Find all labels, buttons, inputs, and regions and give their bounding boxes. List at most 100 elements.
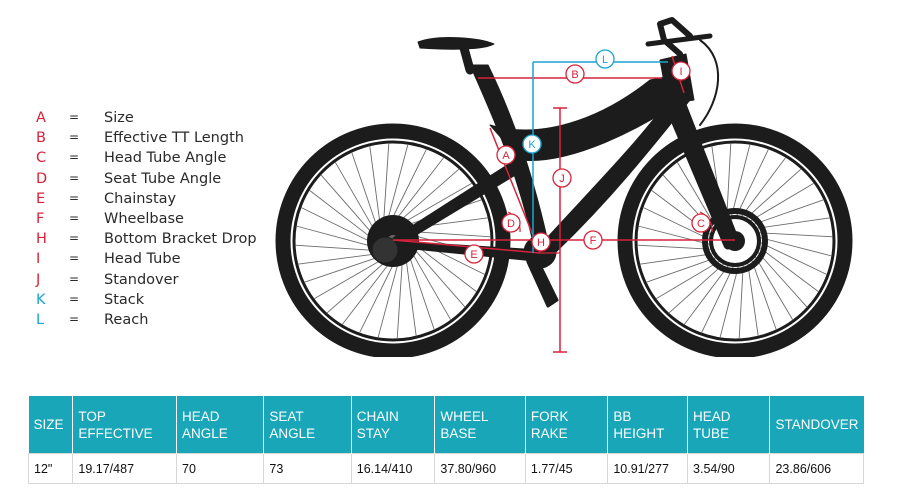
cell-size: 12" [27, 453, 74, 484]
legend-equals: = [69, 311, 80, 326]
spoke [326, 262, 385, 314]
geometry-legend: A = Size B = Effective TT Length C = Head Tube… [36, 108, 296, 330]
cell-head-tube: 3.54/90 [687, 453, 771, 484]
cell-chain-stay: 16.14/410 [350, 453, 436, 484]
legend-equals: = [69, 130, 80, 145]
legend-name: Wheelbase [104, 210, 184, 227]
legend-letter: K [36, 291, 46, 308]
legend-equals: = [69, 251, 80, 266]
spoke [358, 264, 394, 334]
spoke [415, 231, 491, 238]
spoke [743, 168, 802, 222]
spoke [406, 182, 473, 222]
spoke [645, 256, 720, 283]
legend-name: Stack [104, 291, 145, 308]
callout-i-text: I [679, 66, 682, 78]
spoke [734, 148, 770, 220]
legend-equals: = [69, 271, 80, 286]
spoke [719, 262, 740, 338]
callout-d-text: D [507, 218, 515, 230]
spoke [755, 232, 833, 238]
legend-letter: H [36, 231, 47, 248]
callout-k: K [522, 134, 542, 154]
cell-top-effective: 19.17/487 [72, 453, 178, 484]
spoke [351, 151, 377, 225]
legend-row: L = Reach [36, 310, 296, 330]
legend-name: Head Tube Angle [104, 150, 227, 167]
spoke [752, 252, 794, 321]
legend-name: Standover [104, 271, 179, 288]
bike-frame [371, 17, 768, 308]
legend-row: H = Bottom Bracket Drop [36, 229, 296, 249]
callout-h-text: H [537, 237, 545, 249]
spoke [642, 206, 714, 242]
spoke [637, 244, 715, 250]
spoke [300, 206, 370, 242]
spoke [668, 260, 727, 314]
legend-name: Size [104, 110, 134, 126]
header-wheel-base: WHEEL BASE [434, 396, 526, 454]
spoke [746, 259, 759, 337]
callout-f: F [583, 230, 603, 250]
legend-letter: A [36, 110, 46, 126]
legend-equals: = [69, 190, 80, 205]
geometry-table: SIZE TOP EFFECTIVE HEAD ANGLE SEAT ANGLE CH… [27, 396, 864, 484]
spoke [753, 217, 831, 230]
spoke [700, 262, 736, 334]
callout-e: E [464, 244, 484, 264]
spoke [738, 261, 744, 339]
cell-wheel-base: 37.80/960 [434, 453, 526, 484]
legend-equals: = [69, 210, 80, 225]
spoke [296, 225, 370, 247]
spoke [397, 156, 445, 218]
legend-row: D = Seat Tube Angle [36, 169, 296, 189]
legend-equals: = [69, 110, 80, 124]
spoke [750, 256, 777, 331]
callout-c: C [691, 213, 711, 233]
legend-name: Effective TT Length [104, 130, 244, 147]
callout-l: L [595, 49, 615, 69]
callout-j: J [552, 168, 572, 188]
spoke [726, 143, 732, 221]
callout-c-text: C [697, 218, 705, 230]
legend-equals: = [69, 150, 80, 165]
spoke [676, 161, 718, 230]
measurement-lines [392, 55, 735, 353]
spoke [320, 174, 372, 233]
spoke [754, 249, 808, 308]
spoke [750, 199, 825, 226]
spoke [295, 244, 371, 251]
spoke [730, 144, 751, 220]
table-header-row: SIZE TOP EFFECTIVE HEAD ANGLE SEAT ANGLE CH… [28, 396, 864, 454]
bike-geometry-diagram: A B C D E F H I J K L [275, 17, 853, 357]
spoke [401, 168, 460, 220]
spoke [639, 252, 717, 265]
cell-head-angle: 70 [176, 453, 265, 484]
callout-k-text: K [528, 139, 536, 151]
legend-row: C = Head Tube Angle [36, 148, 296, 168]
legend-letter: B [36, 130, 46, 147]
legend-row: I = Head Tube [36, 249, 296, 269]
callout-a-text: A [502, 150, 510, 162]
cell-fork-rake: 1.77/45 [524, 453, 609, 484]
legend-name: Chainstay [104, 190, 177, 207]
spoke [377, 264, 399, 338]
legend-row: E = Chainstay [36, 189, 296, 209]
spoke [746, 182, 815, 224]
spoke [396, 263, 403, 339]
header-fork-rake: FORK RAKE [525, 396, 609, 454]
legend-name: Seat Tube Angle [104, 170, 222, 187]
spoke [387, 144, 409, 218]
callout-e-text: E [470, 249, 477, 261]
legend-letter: I [36, 251, 41, 268]
legend-equals: = [69, 170, 80, 185]
spoke [414, 249, 466, 308]
legend-equals: = [69, 291, 80, 306]
spoke [638, 225, 714, 246]
legend-name: Reach [104, 311, 149, 328]
legend-letter: F [36, 210, 45, 227]
spoke [303, 257, 377, 283]
header-top-effective: TOP EFFECTIVE [72, 396, 178, 454]
header-standover: STANDOVER [769, 396, 864, 454]
spoke [334, 161, 374, 228]
